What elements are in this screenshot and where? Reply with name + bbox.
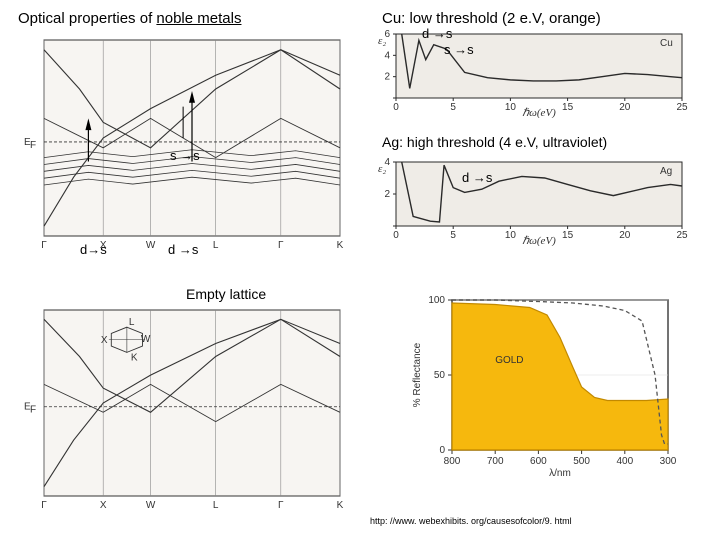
svg-text:% Reflectance: % Reflectance [412,342,423,407]
band-ds-label-b: d →s [168,242,198,257]
svg-text:5: 5 [450,230,456,241]
svg-text:F: F [30,140,36,151]
svg-text:10: 10 [505,230,517,241]
svg-text:700: 700 [487,456,504,467]
svg-text:ℏω(eV): ℏω(eV) [522,235,556,246]
svg-text:20: 20 [619,102,631,113]
svg-text:15: 15 [562,230,574,241]
svg-text:2: 2 [384,72,390,83]
svg-text:X: X [101,335,108,346]
title-plain: Optical properties of [18,10,156,27]
band-ss-label: s →s [170,148,200,163]
svg-text:ε₂: ε₂ [378,163,386,175]
source-url: http: //www. webexhibits. org/causesofco… [370,516,572,526]
svg-text:300: 300 [660,456,677,467]
empty-lattice-band-structure: ΓXWLΓKEFLXKW [18,304,348,514]
cu-ds-label: d →s [422,26,452,41]
page-title: Optical properties of noble metals [18,10,241,27]
svg-text:25: 25 [676,102,688,113]
svg-text:W: W [146,500,156,511]
svg-text:L: L [213,500,219,511]
band-ds-label-a: d→s [80,242,107,257]
svg-text:5: 5 [450,102,456,113]
svg-text:800: 800 [444,456,461,467]
empty-lattice-label: Empty lattice [186,286,266,302]
svg-text:Γ: Γ [41,240,47,251]
svg-text:K: K [337,500,344,511]
svg-text:0: 0 [439,445,445,456]
svg-text:X: X [100,500,107,511]
svg-text:W: W [141,334,151,345]
cu-ss-label: s →s [444,42,474,57]
ag-ds-label: d →s [462,170,492,185]
svg-text:400: 400 [616,456,633,467]
svg-text:Γ: Γ [278,240,284,251]
svg-text:ℏω(eV): ℏω(eV) [522,107,556,118]
svg-text:25: 25 [676,230,688,241]
ag-eps2-chart: 051015202524ε₂ℏω(eV)Ag [368,156,690,246]
svg-text:600: 600 [530,456,547,467]
svg-text:W: W [146,240,156,251]
svg-text:50: 50 [434,370,446,381]
svg-text:Γ: Γ [278,500,284,511]
ag-caption: Ag: high threshold (4 e.V, ultraviolet) [382,134,607,150]
svg-text:L: L [129,317,135,328]
svg-text:Ag: Ag [660,166,672,177]
cu-caption: Cu: low threshold (2 e.V, orange) [382,10,601,27]
svg-text:100: 100 [428,295,445,306]
svg-text:0: 0 [393,230,399,241]
svg-text:10: 10 [505,102,517,113]
svg-text:2: 2 [384,189,390,200]
svg-text:500: 500 [573,456,590,467]
svg-text:Γ: Γ [41,500,47,511]
svg-text:0: 0 [393,102,399,113]
svg-text:L: L [213,240,219,251]
svg-text:ε₂: ε₂ [378,35,386,47]
reflectance-chart: 800700600500400300050100GOLDSILVERλ/nm% … [408,290,678,480]
svg-text:K: K [131,352,138,363]
copper-band-structure: ΓXWLΓKEF [18,34,348,254]
svg-text:K: K [337,240,344,251]
svg-text:GOLD: GOLD [495,355,523,366]
svg-text:20: 20 [619,230,631,241]
cu-eps2-chart: 0510152025246ε₂ℏω(eV)Cu [368,28,690,118]
svg-text:4: 4 [384,50,390,61]
svg-text:F: F [30,405,36,416]
svg-text:Cu: Cu [660,38,673,49]
title-underline: noble metals [156,10,241,27]
svg-text:λ/nm: λ/nm [549,468,571,479]
svg-text:15: 15 [562,102,574,113]
